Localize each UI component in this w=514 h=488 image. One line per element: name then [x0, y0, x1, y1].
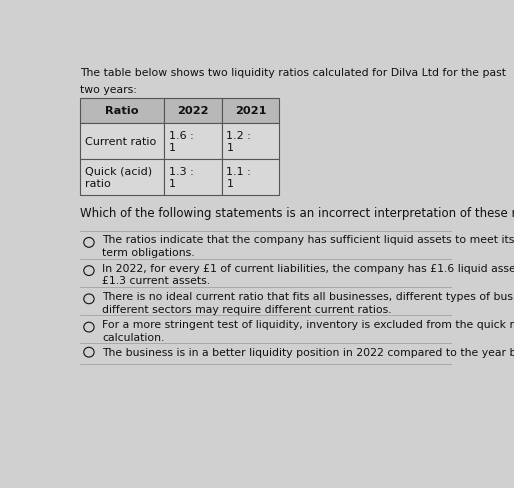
Bar: [222, 160, 280, 195]
Text: In 2022, for every £1 of current liabilities, the company has £1.6 liquid assets: In 2022, for every £1 of current liabili…: [102, 263, 514, 286]
Text: 2021: 2021: [235, 106, 266, 116]
Text: Quick (acid)
ratio: Quick (acid) ratio: [85, 166, 152, 188]
Bar: [222, 124, 280, 160]
Text: The ratios indicate that the company has sufficient liquid assets to meet its sh: The ratios indicate that the company has…: [102, 235, 514, 258]
Text: 1.3 :
1: 1.3 : 1: [169, 166, 193, 188]
Text: two years:: two years:: [80, 85, 137, 95]
Text: The business is in a better liquidity position in 2022 compared to the year befo: The business is in a better liquidity po…: [102, 347, 514, 358]
Text: Which of the following statements is an incorrect interpretation of these ratios: Which of the following statements is an …: [80, 206, 514, 220]
Text: Current ratio: Current ratio: [85, 137, 156, 147]
Text: 1.1 :
1: 1.1 : 1: [226, 166, 251, 188]
Bar: [222, 99, 280, 124]
Text: The table below shows two liquidity ratios calculated for Dilva Ltd for the past: The table below shows two liquidity rati…: [80, 68, 506, 78]
Bar: [164, 99, 222, 124]
Text: There is no ideal current ratio that fits all businesses, different types of bus: There is no ideal current ratio that fit…: [102, 291, 514, 314]
Bar: [164, 160, 222, 195]
Text: 1.6 :
1: 1.6 : 1: [169, 131, 193, 153]
Bar: [164, 124, 222, 160]
Text: 1.2 :
1: 1.2 : 1: [226, 131, 251, 153]
Bar: [80, 99, 164, 124]
Text: For a more stringent test of liquidity, inventory is excluded from the quick rat: For a more stringent test of liquidity, …: [102, 319, 514, 342]
Text: 2022: 2022: [177, 106, 209, 116]
Bar: [80, 160, 164, 195]
Text: Ratio: Ratio: [105, 106, 139, 116]
Bar: [80, 124, 164, 160]
